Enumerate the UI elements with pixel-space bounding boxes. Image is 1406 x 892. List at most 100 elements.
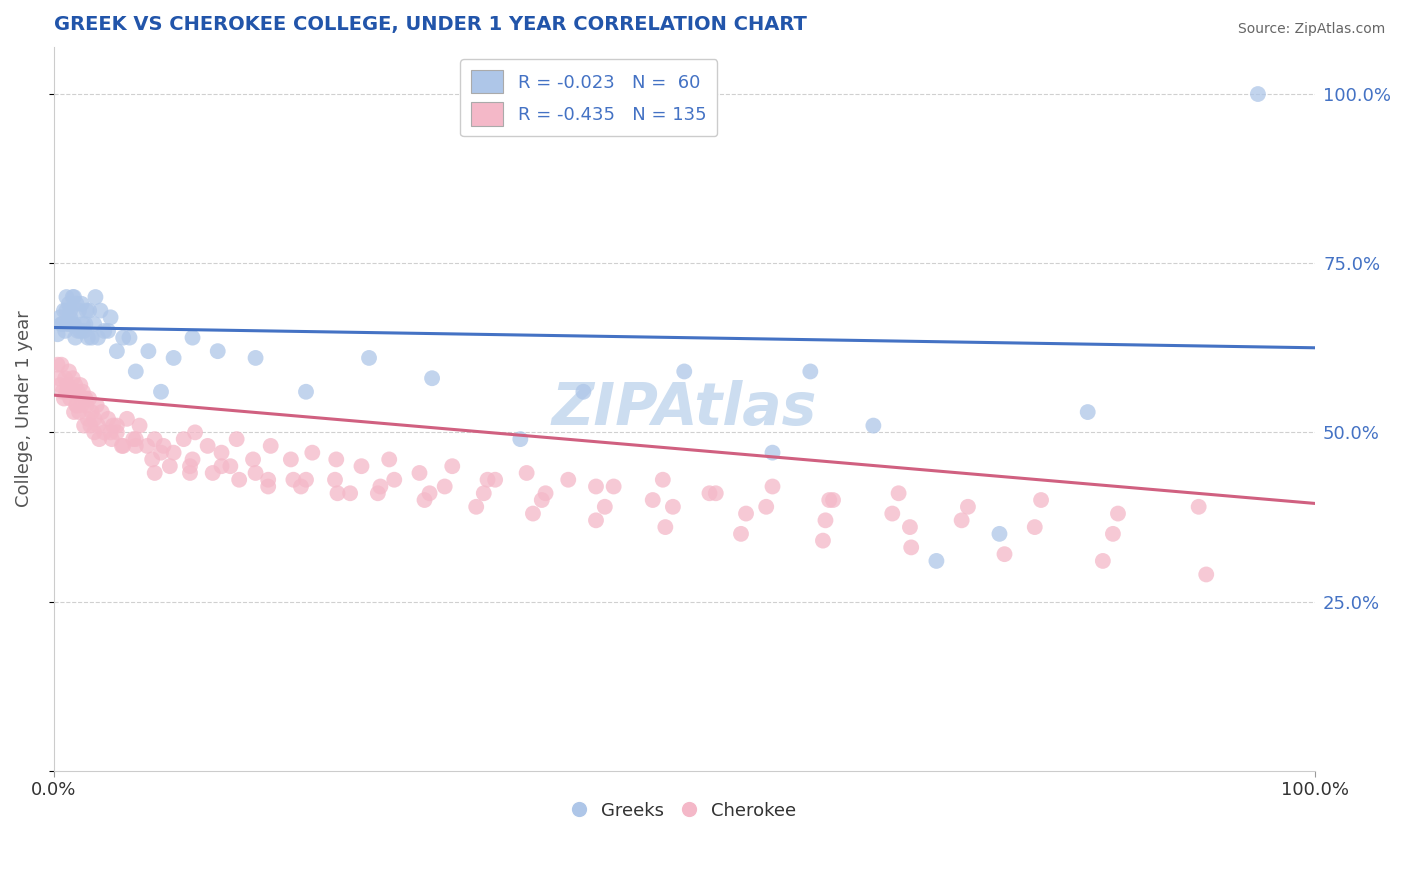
Point — [83, 317, 105, 331]
Point — [143, 432, 166, 446]
Point — [730, 526, 752, 541]
Point — [585, 479, 607, 493]
Point — [56, 378, 79, 392]
Point — [75, 392, 97, 406]
Point — [69, 378, 91, 392]
Point — [49, 310, 72, 325]
Point — [87, 418, 110, 433]
Point — [420, 371, 443, 385]
Point — [350, 459, 373, 474]
Point — [128, 418, 150, 433]
Point — [572, 384, 595, 399]
Point — [75, 317, 97, 331]
Point — [52, 303, 75, 318]
Point — [143, 466, 166, 480]
Point — [101, 418, 124, 433]
Point — [735, 507, 758, 521]
Text: ZIPAtlas: ZIPAtlas — [551, 380, 817, 437]
Point — [60, 317, 83, 331]
Point — [245, 466, 267, 480]
Text: Source: ZipAtlas.com: Source: ZipAtlas.com — [1237, 22, 1385, 37]
Point — [1091, 554, 1114, 568]
Point — [1029, 493, 1052, 508]
Point — [100, 425, 122, 440]
Point — [55, 290, 77, 304]
Point — [65, 398, 87, 412]
Point — [242, 452, 264, 467]
Point — [602, 479, 624, 493]
Point — [673, 364, 696, 378]
Point — [162, 445, 184, 459]
Point — [97, 412, 120, 426]
Point — [925, 554, 948, 568]
Point — [49, 378, 72, 392]
Point — [207, 344, 229, 359]
Point — [75, 392, 97, 406]
Point — [65, 378, 87, 392]
Point — [811, 533, 834, 548]
Point — [882, 507, 904, 521]
Point — [105, 425, 128, 440]
Point — [125, 432, 148, 446]
Point — [63, 405, 86, 419]
Point — [72, 384, 94, 399]
Point — [141, 452, 163, 467]
Point — [77, 303, 100, 318]
Point — [46, 358, 69, 372]
Point — [77, 412, 100, 426]
Point — [138, 344, 160, 359]
Point — [67, 405, 90, 419]
Point — [77, 331, 100, 345]
Point — [77, 392, 100, 406]
Point — [48, 371, 70, 385]
Point — [184, 425, 207, 440]
Y-axis label: College, Under 1 year: College, Under 1 year — [15, 310, 32, 507]
Point — [97, 324, 120, 338]
Point — [86, 398, 108, 412]
Point — [136, 439, 159, 453]
Point — [755, 500, 778, 514]
Point — [72, 317, 94, 331]
Point — [179, 459, 201, 474]
Point — [1077, 405, 1099, 419]
Text: GREEK VS CHEROKEE COLLEGE, UNDER 1 YEAR CORRELATION CHART: GREEK VS CHEROKEE COLLEGE, UNDER 1 YEAR … — [53, 15, 807, 34]
Point — [641, 493, 664, 508]
Point — [516, 466, 538, 480]
Point — [290, 479, 312, 493]
Point — [55, 303, 77, 318]
Point — [1102, 526, 1125, 541]
Point — [73, 418, 96, 433]
Point — [67, 303, 90, 318]
Point — [62, 317, 84, 331]
Point — [988, 526, 1011, 541]
Point — [152, 439, 174, 453]
Point — [111, 439, 134, 453]
Point — [83, 412, 105, 426]
Point — [295, 384, 318, 399]
Point — [173, 432, 195, 446]
Point — [125, 439, 148, 453]
Point — [65, 297, 87, 311]
Point — [898, 520, 921, 534]
Point — [367, 486, 389, 500]
Point — [301, 445, 323, 459]
Point — [118, 331, 141, 345]
Point — [90, 405, 112, 419]
Point — [181, 452, 204, 467]
Point — [51, 317, 73, 331]
Point — [56, 317, 79, 331]
Point — [58, 297, 80, 311]
Point — [761, 445, 783, 459]
Point — [83, 425, 105, 440]
Point — [900, 541, 922, 555]
Point — [59, 310, 82, 325]
Point — [651, 473, 673, 487]
Point — [84, 290, 107, 304]
Point — [89, 432, 111, 446]
Point — [112, 331, 135, 345]
Point — [1188, 500, 1211, 514]
Point — [58, 364, 80, 378]
Point — [283, 473, 305, 487]
Point — [1247, 87, 1270, 101]
Point — [323, 473, 346, 487]
